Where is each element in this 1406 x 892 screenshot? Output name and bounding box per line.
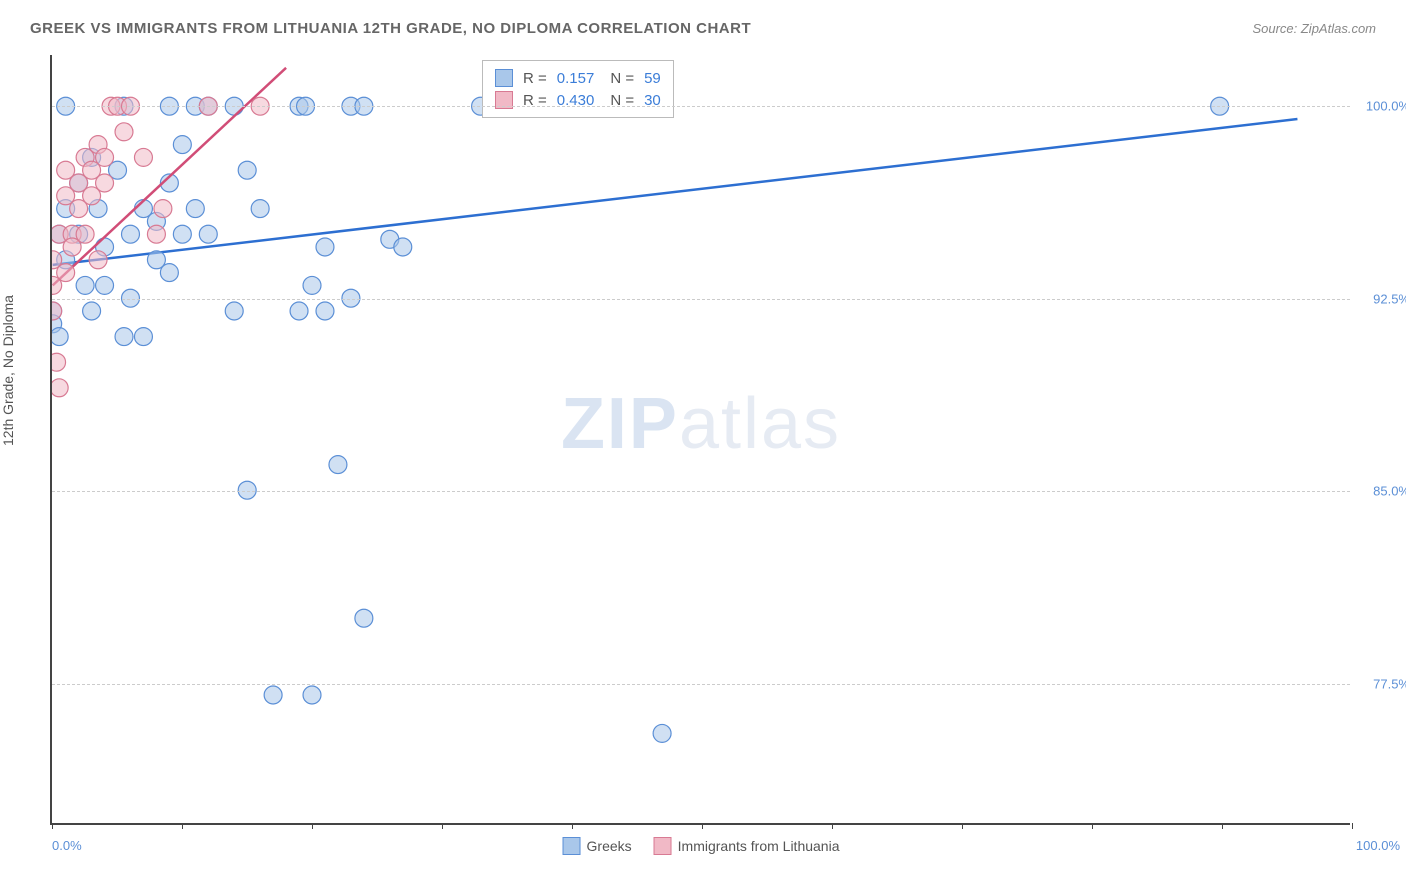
x-tickmark	[702, 823, 703, 829]
legend-item-lithuania: Immigrants from Lithuania	[654, 837, 840, 855]
y-axis-label: 12th Grade, No Diploma	[0, 295, 16, 446]
data-point	[251, 200, 269, 218]
y-tick-label: 100.0%	[1366, 99, 1406, 114]
data-point	[52, 379, 68, 397]
data-point	[329, 456, 347, 474]
gridline	[52, 299, 1350, 300]
n-label: N =	[610, 70, 634, 87]
data-point	[303, 276, 321, 294]
data-point	[122, 225, 140, 243]
x-tickmark	[1352, 823, 1353, 829]
data-point	[290, 302, 308, 320]
data-point	[134, 328, 152, 346]
gridline	[52, 106, 1350, 107]
legend-row-greeks: R = 0.157 N = 59	[495, 67, 661, 89]
x-tickmark	[1222, 823, 1223, 829]
data-point	[160, 264, 178, 282]
data-point	[186, 200, 204, 218]
x-tickmark	[442, 823, 443, 829]
x-tickmark	[1092, 823, 1093, 829]
data-point	[52, 302, 62, 320]
gridline	[52, 684, 1350, 685]
bottom-legend: Greeks Immigrants from Lithuania	[563, 837, 840, 855]
scatter-svg	[52, 55, 1350, 823]
swatch-greeks	[495, 69, 513, 87]
data-point	[57, 264, 75, 282]
x-tickmark	[572, 823, 573, 829]
data-point	[96, 174, 114, 192]
n-value-greeks: 59	[644, 70, 661, 87]
data-point	[96, 276, 114, 294]
data-point	[115, 328, 133, 346]
y-tick-label: 77.5%	[1373, 676, 1406, 691]
x-tick-left: 0.0%	[52, 838, 82, 853]
data-point	[225, 302, 243, 320]
plot-area: ZIPatlas R = 0.157 N = 59 R = 0.430 N = …	[50, 55, 1350, 825]
data-point	[83, 302, 101, 320]
data-point	[76, 276, 94, 294]
data-point	[173, 136, 191, 154]
data-point	[154, 200, 172, 218]
data-point	[238, 481, 256, 499]
data-point	[89, 251, 107, 269]
r-value-greeks: 0.157	[557, 70, 595, 87]
r-label: R =	[523, 70, 547, 87]
data-point	[199, 225, 217, 243]
data-point	[173, 225, 191, 243]
data-point	[303, 686, 321, 704]
data-point	[147, 225, 165, 243]
source-label: Source: ZipAtlas.com	[1252, 21, 1376, 36]
x-tickmark	[832, 823, 833, 829]
data-point	[653, 724, 671, 742]
data-point	[96, 148, 114, 166]
x-tickmark	[182, 823, 183, 829]
swatch-greeks-bottom	[563, 837, 581, 855]
data-point	[115, 123, 133, 141]
data-point	[134, 148, 152, 166]
x-tickmark	[312, 823, 313, 829]
x-tickmark	[52, 823, 53, 829]
y-tick-label: 92.5%	[1373, 291, 1406, 306]
swatch-lithuania-bottom	[654, 837, 672, 855]
data-point	[238, 161, 256, 179]
data-point	[316, 302, 334, 320]
data-point	[52, 328, 68, 346]
legend-item-greeks: Greeks	[563, 837, 632, 855]
data-point	[394, 238, 412, 256]
legend-label-lithuania: Immigrants from Lithuania	[678, 838, 840, 854]
gridline	[52, 491, 1350, 492]
x-tickmark	[962, 823, 963, 829]
y-tick-label: 85.0%	[1373, 484, 1406, 499]
x-tick-right: 100.0%	[1356, 838, 1400, 853]
data-point	[52, 353, 66, 371]
trend-line	[53, 119, 1298, 265]
chart-title: GREEK VS IMMIGRANTS FROM LITHUANIA 12TH …	[30, 20, 751, 37]
data-point	[355, 609, 373, 627]
data-point	[264, 686, 282, 704]
data-point	[76, 225, 94, 243]
data-point	[316, 238, 334, 256]
legend-row-lithuania: R = 0.430 N = 30	[495, 89, 661, 111]
correlation-legend: R = 0.157 N = 59 R = 0.430 N = 30	[482, 60, 674, 118]
legend-label-greeks: Greeks	[587, 838, 632, 854]
